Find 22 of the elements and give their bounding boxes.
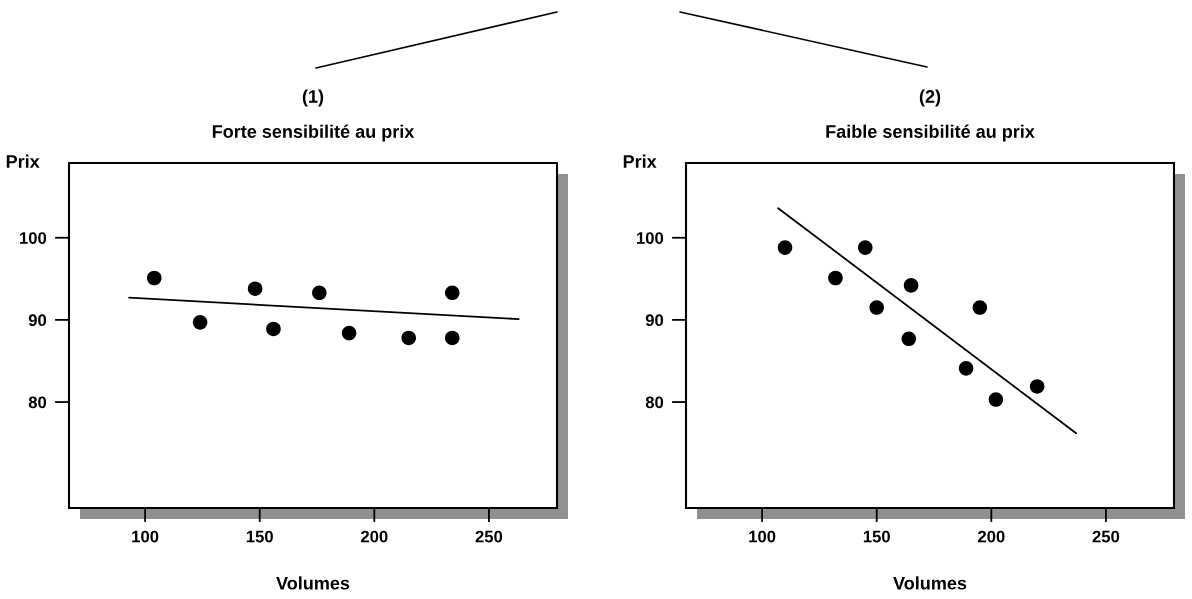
x-tick-label: 250 bbox=[475, 530, 503, 543]
x-axis-title: Volumes bbox=[276, 576, 350, 590]
y-tick-label: 100 bbox=[20, 232, 47, 244]
y-axis-title: Prix bbox=[6, 154, 40, 168]
x-tick-label: 200 bbox=[977, 530, 1005, 543]
chart-subtitle: Faible sensibilité au prix bbox=[826, 124, 1035, 142]
x-axis-title: Volumes bbox=[893, 576, 967, 590]
chart-title: (1) bbox=[302, 89, 324, 107]
y-tick-label: 90 bbox=[645, 314, 664, 327]
chart-title: (2) bbox=[919, 89, 941, 107]
y-tick-label: 90 bbox=[28, 314, 47, 327]
x-tick-label: 150 bbox=[246, 530, 273, 543]
x-tick-label: 100 bbox=[132, 530, 159, 543]
y-tick-label: 80 bbox=[28, 396, 47, 409]
x-tick-label: 100 bbox=[749, 530, 776, 543]
y-tick-label: 80 bbox=[645, 396, 664, 409]
y-tick-label: 100 bbox=[637, 232, 664, 244]
x-tick-label: 150 bbox=[863, 530, 890, 543]
chart-subtitle: Forte sensibilité au prix bbox=[212, 124, 415, 142]
x-tick-label: 250 bbox=[1092, 530, 1120, 543]
y-axis-title: Prix bbox=[623, 154, 657, 168]
x-tick-label: 200 bbox=[360, 530, 388, 543]
